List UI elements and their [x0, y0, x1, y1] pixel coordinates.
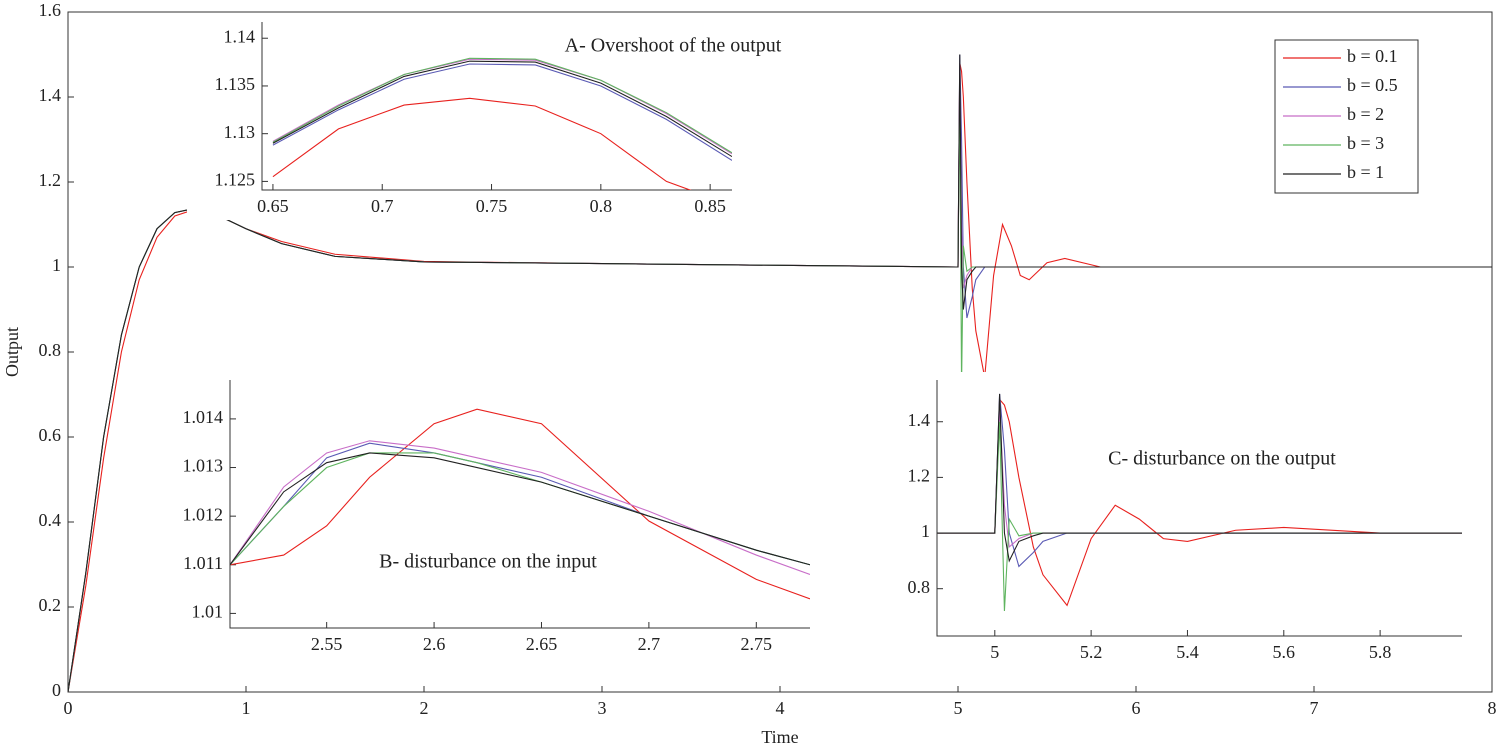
x-tick-label: 2.6 [423, 634, 446, 654]
x-tick-label: 0.7 [371, 196, 394, 216]
y-tick-label: 1.013 [183, 456, 224, 476]
line-series [230, 408, 810, 600]
inset-background [187, 14, 739, 220]
y-tick-label: 0.6 [39, 425, 62, 445]
axes-lines [261, 22, 732, 191]
y-tick-label: 1.2 [39, 170, 62, 190]
plot-3: 5 5.2 5.4 5.6 5.8 0.8 1 1.2 1.4 C- disturbance on… [862, 372, 1469, 666]
y-tick-label: 1 [921, 521, 930, 541]
x-tick-label: 5.4 [1176, 642, 1199, 662]
x-tick-label: 0.65 [257, 196, 289, 216]
line-series [230, 452, 810, 566]
line-series [272, 60, 732, 158]
line-series [272, 63, 732, 161]
line-series [937, 393, 1462, 563]
x-tick-label: 8 [1488, 698, 1497, 718]
legend-label: b = 0.5 [1347, 75, 1398, 95]
x-tick-label: 0 [64, 698, 73, 718]
plot-1: 0.65 0.7 0.75 0.8 0.85 1.125 1.13 1.135 1.14 A- O… [187, 14, 782, 220]
y-tick-label: 0.8 [39, 340, 62, 360]
y-tick-label: 1.014 [183, 407, 224, 427]
y-tick-label: 1 [52, 255, 61, 275]
x-tick-label: 5.2 [1080, 642, 1103, 662]
axes-lines [936, 380, 1462, 637]
y-tick-label: 1.4 [39, 85, 62, 105]
y-tick-label: 0.4 [39, 510, 62, 530]
x-tick-label: 3 [598, 698, 607, 718]
legend-label: b = 1 [1347, 162, 1384, 182]
line-series [272, 97, 692, 190]
y-tick-label: 1.012 [183, 504, 224, 524]
plot-2: 2.55 2.6 2.65 2.7 2.75 1.01 1.011 1.012 1.013 1.0… [155, 372, 817, 658]
x-tick-label: 6 [1132, 698, 1141, 718]
line-series [272, 58, 732, 155]
legend-label: b = 3 [1347, 133, 1384, 153]
inset-background [155, 372, 817, 658]
x-tick-label: 2.55 [311, 634, 343, 654]
y-tick-label: 1.2 [908, 466, 931, 486]
inset-background [862, 372, 1469, 666]
y-tick-label: 1.14 [224, 26, 256, 46]
inset-title: C- disturbance on the output [1108, 448, 1336, 470]
x-tick-label: 5.6 [1273, 642, 1296, 662]
y-tick-label: 1.13 [224, 122, 256, 142]
inset-title: B- disturbance on the input [379, 551, 597, 573]
x-tick-label: 2.65 [526, 634, 558, 654]
y-tick-label: 0.2 [39, 595, 62, 615]
legend: b = 0.1 b = 0.5 b = 2 b = 3 b = 1 [1274, 39, 1419, 194]
x-tick-label: 5 [954, 698, 963, 718]
x-tick-label: 1 [242, 698, 251, 718]
y-tick-label: 1.4 [908, 410, 931, 430]
x-tick-label: 2.75 [741, 634, 773, 654]
x-tick-label: 5.8 [1369, 642, 1392, 662]
x-axis-label: Time [761, 727, 798, 747]
legend-label: b = 2 [1347, 104, 1384, 124]
y-axis-label: Output [2, 327, 22, 377]
x-tick-label: 0.8 [590, 196, 613, 216]
x-tick-label: 4 [776, 698, 785, 718]
legend-label: b = 0.1 [1347, 46, 1398, 66]
x-tick-label: 0.75 [476, 196, 508, 216]
y-tick-label: 1.011 [183, 553, 223, 573]
y-tick-label: 1.125 [215, 170, 256, 190]
inset-title: A- Overshoot of the output [565, 35, 782, 57]
x-tick-label: 7 [1310, 698, 1319, 718]
y-tick-label: 1.01 [192, 602, 224, 622]
y-tick-label: 1.6 [39, 0, 62, 20]
x-tick-label: 2.7 [638, 634, 661, 654]
y-tick-label: 0 [52, 680, 61, 700]
x-tick-label: 2 [420, 698, 429, 718]
y-tick-label: 0.8 [908, 577, 931, 597]
line-series [68, 54, 1492, 692]
y-tick-label: 1.135 [215, 74, 256, 94]
x-tick-label: 5 [990, 642, 999, 662]
axes-lines [229, 380, 810, 629]
x-tick-label: 0.85 [694, 196, 726, 216]
line-series [272, 57, 732, 154]
